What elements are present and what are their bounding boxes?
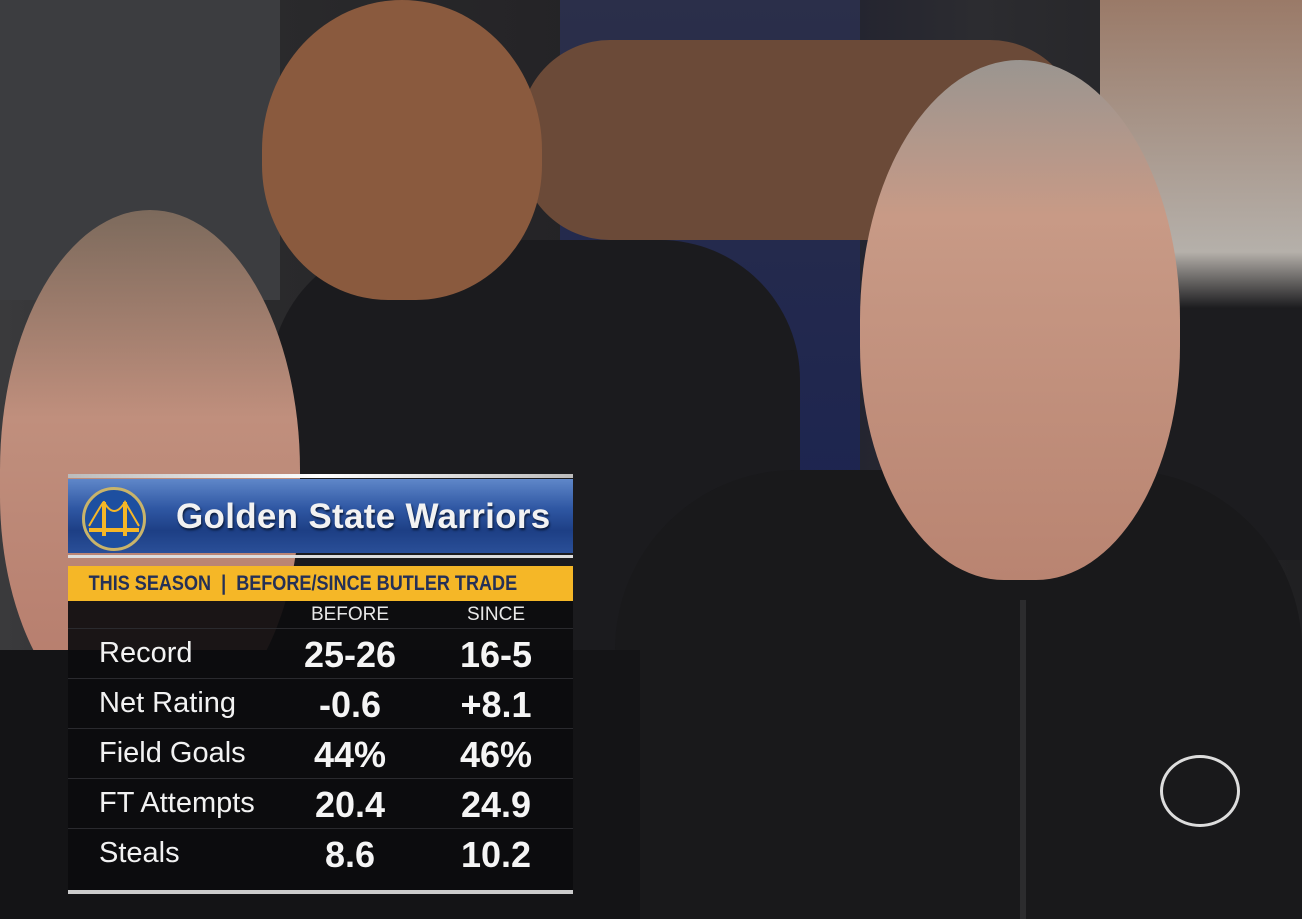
before-value: -0.6 [318, 684, 382, 725]
before-value: 8.6 [324, 834, 376, 875]
table-row: FT Attempts 20.4 24.9 [68, 778, 573, 827]
since-value: 24.9 [460, 784, 532, 825]
person-center-face [262, 0, 542, 300]
coach-zipper [1020, 600, 1026, 919]
before-value: 25-26 [303, 634, 397, 675]
row-label: Net Rating [99, 687, 237, 719]
bottom-divider [68, 890, 573, 894]
stats-graphic: Golden State Warriors THIS SEASON | BEFO… [68, 474, 573, 896]
before-value: 44% [313, 734, 387, 775]
graphic-header: Golden State Warriors [68, 479, 573, 553]
since-value: +8.1 [460, 684, 532, 725]
since-value: 10.2 [460, 834, 532, 875]
header-divider [68, 555, 573, 558]
subtitle-bar: THIS SEASON | BEFORE/SINCE BUTLER TRADE [68, 566, 573, 601]
table-row: Field Goals 44% 46% [68, 728, 573, 777]
subtitle: THIS SEASON | BEFORE/SINCE BUTLER TRADE [88, 572, 518, 595]
row-label: Steals [99, 837, 180, 869]
column-header-since: SINCE [466, 604, 526, 625]
team-title: Golden State Warriors [176, 497, 551, 536]
row-label: Field Goals [99, 737, 246, 769]
column-header-before: BEFORE [310, 604, 390, 625]
table-row: Net Rating -0.6 +8.1 [68, 678, 573, 727]
since-value: 16-5 [459, 634, 533, 675]
table-row: Record 25-26 16-5 [68, 628, 573, 677]
since-value: 46% [459, 734, 533, 775]
top-divider [68, 474, 573, 478]
coach-face [860, 60, 1180, 580]
row-label: Record [99, 637, 193, 669]
stats-table: BEFORE SINCE Record 25-26 16-5 Net Ratin… [68, 601, 573, 891]
warriors-chest-logo-icon [1160, 755, 1240, 827]
before-value: 20.4 [314, 784, 386, 825]
table-row: Steals 8.6 10.2 [68, 828, 573, 877]
warriors-bridge-logo-icon [82, 487, 146, 551]
row-label: FT Attempts [99, 787, 255, 819]
